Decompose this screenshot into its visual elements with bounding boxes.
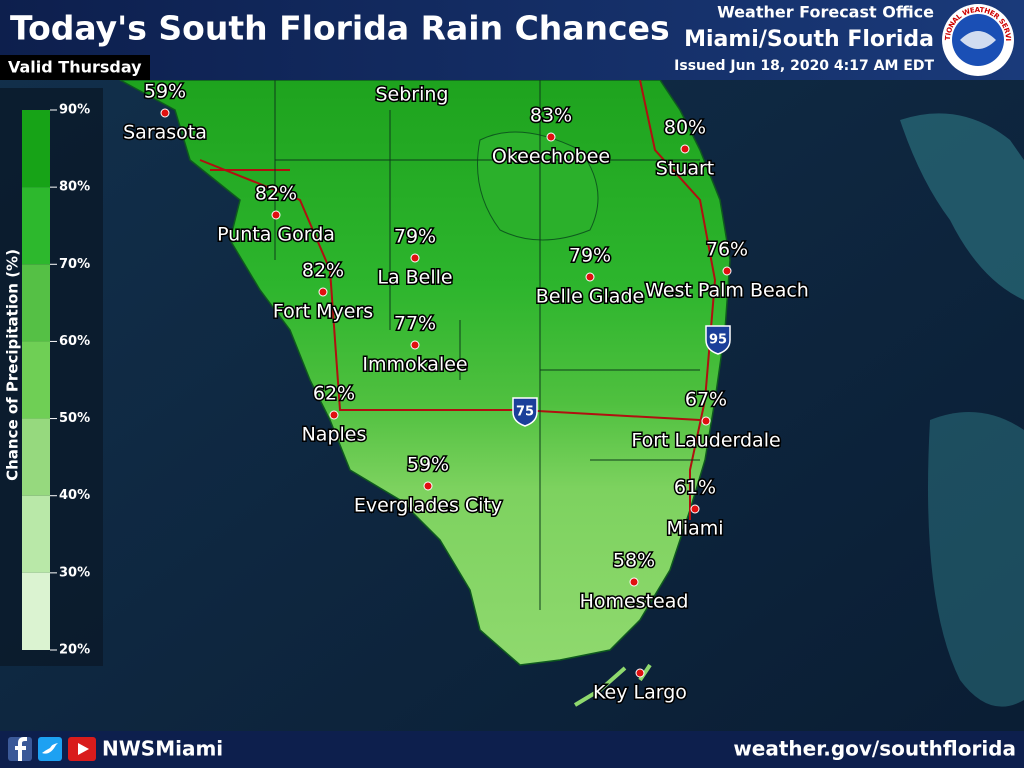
city-name: La Belle xyxy=(377,267,452,289)
issued: Issued Jun 18, 2020 4:17 AM EDT xyxy=(674,58,934,74)
facebook-glyph xyxy=(15,737,27,761)
city-name: Belle Glade xyxy=(536,286,644,308)
roads xyxy=(199,79,717,520)
twitter-glyph xyxy=(42,743,58,754)
youtube-glyph xyxy=(78,743,89,755)
office: Weather Forecast Office xyxy=(717,3,934,22)
rain-chance: 61% xyxy=(674,477,716,499)
legend-band xyxy=(22,264,50,342)
legend-title: Chance of Precipitation (%) xyxy=(4,249,22,481)
legend-band xyxy=(22,341,50,419)
footer-bar xyxy=(0,731,1024,768)
rain-chance: 76% xyxy=(706,239,748,261)
rain-chance: 79% xyxy=(569,245,611,267)
rain-chance: 59% xyxy=(144,81,186,103)
rain-chance: 79% xyxy=(394,226,436,248)
subtitle: Valid Thursday xyxy=(8,58,142,77)
city-dot xyxy=(635,668,645,678)
legend-tick-label: 30% xyxy=(59,565,90,580)
shield-shape xyxy=(512,397,538,427)
office-region: Miami/South Florida xyxy=(684,27,934,52)
rain-chance: 80% xyxy=(664,117,706,139)
highway-label: 75 xyxy=(516,405,534,420)
city-name: Everglades City xyxy=(354,495,502,517)
legend: 90% 80% 70% 60% 50% 40% 30% 20% xyxy=(22,103,90,658)
city-name: Sebring xyxy=(375,84,448,106)
rain-chance: 77% xyxy=(394,313,436,335)
legend-tick-label: 20% xyxy=(59,643,90,658)
rain-chance: 67% xyxy=(685,389,727,411)
city-dot xyxy=(329,410,339,420)
rain-chance: 82% xyxy=(255,183,297,205)
legend-band xyxy=(22,572,50,650)
legend-band xyxy=(22,495,50,573)
lake-okeechobee xyxy=(477,131,599,241)
bahamas-bank xyxy=(928,412,1024,707)
legend-tick-label: 90% xyxy=(59,103,90,118)
city-dot xyxy=(701,416,711,426)
legend-band xyxy=(22,110,50,188)
city-dot xyxy=(680,144,690,154)
city-dot xyxy=(585,272,595,282)
logo-cloud xyxy=(960,31,996,49)
city-name: Naples xyxy=(302,424,367,446)
city-name: Sarasota xyxy=(123,122,207,144)
legend-band xyxy=(22,418,50,496)
city-dot xyxy=(410,340,420,350)
legend-tick-label: 60% xyxy=(59,334,90,349)
county-lines xyxy=(274,80,700,610)
legend-panel xyxy=(0,88,103,666)
city-name: Key Largo xyxy=(593,682,687,704)
city-dot xyxy=(271,210,281,220)
city-dot xyxy=(318,287,328,297)
rain-chance: 58% xyxy=(613,550,655,572)
city-dot xyxy=(160,108,170,118)
city-name: Okeechobee xyxy=(492,146,610,168)
city-name: Stuart xyxy=(656,158,714,180)
rain-chance: 83% xyxy=(530,105,572,127)
city-name: Fort Myers xyxy=(273,301,373,323)
city-name: Homestead xyxy=(580,591,689,613)
rain-chance: 62% xyxy=(313,383,355,405)
social-handle[interactable]: NWSMiami xyxy=(102,737,223,761)
legend-tick-label: 70% xyxy=(59,257,90,272)
city-name: Immokalee xyxy=(362,354,467,376)
website[interactable]: weather.gov/southflorida xyxy=(733,737,1016,761)
header-bar xyxy=(0,0,1024,80)
legend-band xyxy=(22,187,50,265)
florida-keys xyxy=(573,663,652,707)
highway-label: 95 xyxy=(709,333,727,348)
rain-chance: 59% xyxy=(407,454,449,476)
city-dot xyxy=(423,481,433,491)
subtitle-bar xyxy=(0,55,150,80)
city-dot xyxy=(546,132,556,142)
city-name: Fort Lauderdale xyxy=(631,430,780,452)
bahamas-bank xyxy=(900,113,1024,300)
city-layer: 59% Sarasota Sebring 83% Okeechobee 80% Stuart… xyxy=(122,79,811,705)
legend-tick-label: 80% xyxy=(59,180,90,195)
rain-chance: 82% xyxy=(302,260,344,282)
legend-tick-label: 40% xyxy=(59,488,90,503)
legend-tick-label: 50% xyxy=(59,411,90,426)
city-name: Punta Gorda xyxy=(217,224,335,246)
interstate-shield: 75 95 xyxy=(512,325,731,427)
city-dot xyxy=(410,253,420,263)
shield-shape xyxy=(705,325,731,355)
city-name: West Palm Beach xyxy=(645,280,809,302)
title: Today's South Florida Rain Chances xyxy=(10,9,670,48)
city-dot xyxy=(629,577,639,587)
city-dot xyxy=(722,266,732,276)
city-name: Miami xyxy=(666,518,723,540)
city-dot xyxy=(690,504,700,514)
